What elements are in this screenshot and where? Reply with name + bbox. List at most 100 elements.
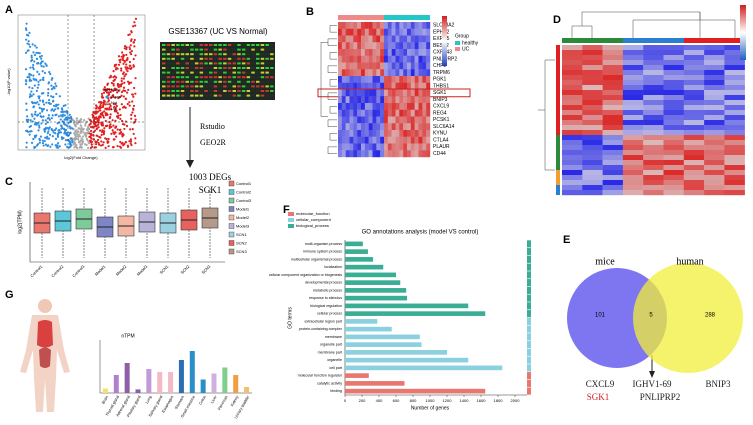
- volcano-point: [128, 67, 131, 70]
- heat-cell: [391, 49, 396, 56]
- heat-cell: [380, 96, 385, 104]
- bar: [345, 280, 401, 285]
- heat-cell: [683, 100, 705, 106]
- heat-cell: [395, 123, 400, 131]
- heat-cell: [622, 120, 644, 126]
- heat-cell: [353, 35, 358, 43]
- volcano-point: [33, 113, 36, 116]
- x-axis-label: Number of genes: [411, 405, 450, 411]
- y-axis-label: nTPM: [121, 333, 134, 339]
- heat-cell: [643, 65, 664, 71]
- matrix-cell: [194, 53, 199, 56]
- heat-cell: [426, 76, 431, 83]
- heat-cell: [341, 42, 346, 50]
- matrix-cell: [176, 67, 180, 69]
- volcano-point: [63, 114, 66, 117]
- matrix-cell: [232, 94, 236, 97]
- heat-cell: [353, 130, 358, 137]
- heat-cell: [582, 140, 603, 146]
- volcano-point: [106, 141, 109, 144]
- volcano-point: [39, 115, 42, 118]
- volcano-point: [34, 136, 37, 139]
- volcano-point: [114, 88, 118, 91]
- heat-cell: [349, 136, 354, 144]
- bar: [113, 375, 119, 393]
- volcano-point: [133, 21, 136, 24]
- volcano-point: [63, 132, 66, 135]
- bar: [345, 350, 447, 355]
- heat-cell: [562, 140, 583, 146]
- matrix-cell: [265, 85, 269, 88]
- heat-cell: [410, 109, 415, 117]
- heat-cell: [418, 42, 423, 50]
- heat-cell: [704, 165, 725, 171]
- heat-cell: [704, 85, 725, 91]
- heat-cell: [622, 70, 644, 76]
- matrix-cell: [265, 71, 269, 74]
- volcano-point: [36, 70, 39, 73]
- heat-cell: [602, 70, 624, 76]
- volcano-point: [44, 136, 47, 139]
- heat-cell: [643, 155, 664, 161]
- heat-cell: [399, 62, 404, 70]
- heat-cell: [380, 136, 385, 144]
- heat-cell: [663, 50, 684, 56]
- volcano-point: [98, 129, 102, 132]
- matrix-cell: [162, 53, 166, 56]
- legend-label: biological_process: [296, 223, 329, 228]
- legend-swatch: [228, 248, 235, 255]
- volcano-point: [32, 63, 35, 67]
- volcano-point: [59, 118, 62, 121]
- heat-cell: [562, 190, 583, 196]
- heat-cell: [407, 123, 412, 131]
- heat-cell: [341, 82, 346, 90]
- bar: [157, 372, 163, 393]
- volcano-point: [41, 139, 44, 142]
- volcano-point: [48, 102, 51, 105]
- matrix-cell: [171, 94, 175, 97]
- matrix-cell: [251, 57, 255, 60]
- volcano-point: [28, 78, 31, 81]
- matrix-cell: [162, 94, 166, 97]
- volcano-point: [55, 92, 58, 96]
- heat-cell: [407, 143, 412, 151]
- volcano-point: [55, 104, 58, 107]
- heat-cell: [349, 109, 354, 117]
- matrix-cell: [209, 44, 213, 46]
- matrix-cell: [256, 53, 260, 56]
- heat-cell: [395, 103, 400, 110]
- matrix-cell: [265, 44, 269, 46]
- heat-cell: [602, 140, 624, 146]
- volcano-point: [79, 145, 82, 148]
- volcano-point: [57, 103, 60, 106]
- volcano-point: [75, 119, 78, 122]
- heat-cell: [391, 76, 396, 83]
- matrix-cell: [171, 57, 175, 60]
- matrix-cell: [246, 90, 251, 92]
- matrix-cell: [265, 53, 269, 56]
- volcano-point: [38, 112, 42, 115]
- volcano-point: [32, 137, 35, 141]
- volcano-point: [125, 124, 129, 128]
- heat-cell: [403, 49, 408, 56]
- heat-cell: [602, 175, 624, 181]
- volcano-point: [52, 104, 56, 107]
- heat-cell: [602, 125, 624, 131]
- heat-cell: [582, 145, 603, 151]
- volcano-point: [59, 131, 63, 134]
- matrix-cell: [260, 44, 265, 46]
- bar: [345, 342, 422, 347]
- bar: [345, 311, 486, 316]
- matrix-cell: [180, 85, 185, 88]
- volcano-point: [39, 135, 42, 138]
- heat-cell: [368, 82, 373, 90]
- heat-cell: [418, 82, 423, 90]
- volcano-point: [68, 113, 71, 116]
- volcano-point: [51, 77, 54, 80]
- heat-cell: [410, 96, 415, 104]
- heat-cell: [683, 135, 705, 141]
- volcano-point: [134, 142, 137, 145]
- volcano-point: [128, 101, 131, 104]
- volcano-point: [113, 138, 116, 141]
